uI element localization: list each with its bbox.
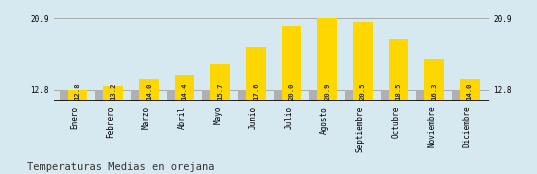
Bar xyxy=(452,89,477,101)
Bar xyxy=(104,86,123,101)
Bar xyxy=(345,89,371,101)
Text: 14.4: 14.4 xyxy=(182,83,187,100)
Bar xyxy=(317,18,337,101)
Text: 17.6: 17.6 xyxy=(253,83,259,100)
Bar xyxy=(246,47,266,101)
Bar xyxy=(389,39,408,101)
Bar xyxy=(274,89,299,101)
Bar xyxy=(460,79,480,101)
Bar xyxy=(424,59,444,101)
Bar xyxy=(68,89,88,101)
Text: 20.9: 20.9 xyxy=(324,83,330,100)
Text: 20.5: 20.5 xyxy=(360,83,366,100)
Text: 18.5: 18.5 xyxy=(395,83,402,100)
Text: 14.0: 14.0 xyxy=(146,83,152,100)
Bar xyxy=(60,89,85,101)
Text: 20.0: 20.0 xyxy=(288,83,294,100)
Bar xyxy=(353,22,373,101)
Bar xyxy=(202,89,228,101)
Bar xyxy=(211,64,230,101)
Text: 12.8: 12.8 xyxy=(75,83,81,100)
Bar xyxy=(416,89,442,101)
Bar xyxy=(131,89,157,101)
Bar xyxy=(166,89,192,101)
Bar xyxy=(175,76,194,101)
Text: 14.0: 14.0 xyxy=(467,83,473,100)
Bar xyxy=(381,89,407,101)
Text: 15.7: 15.7 xyxy=(217,83,223,100)
Bar xyxy=(238,89,264,101)
Bar xyxy=(139,79,159,101)
Bar xyxy=(96,89,121,101)
Text: 16.3: 16.3 xyxy=(431,83,437,100)
Text: 13.2: 13.2 xyxy=(110,83,116,100)
Text: Temperaturas Medias en orejana: Temperaturas Medias en orejana xyxy=(27,162,214,172)
Bar xyxy=(282,26,301,101)
Bar xyxy=(309,89,335,101)
